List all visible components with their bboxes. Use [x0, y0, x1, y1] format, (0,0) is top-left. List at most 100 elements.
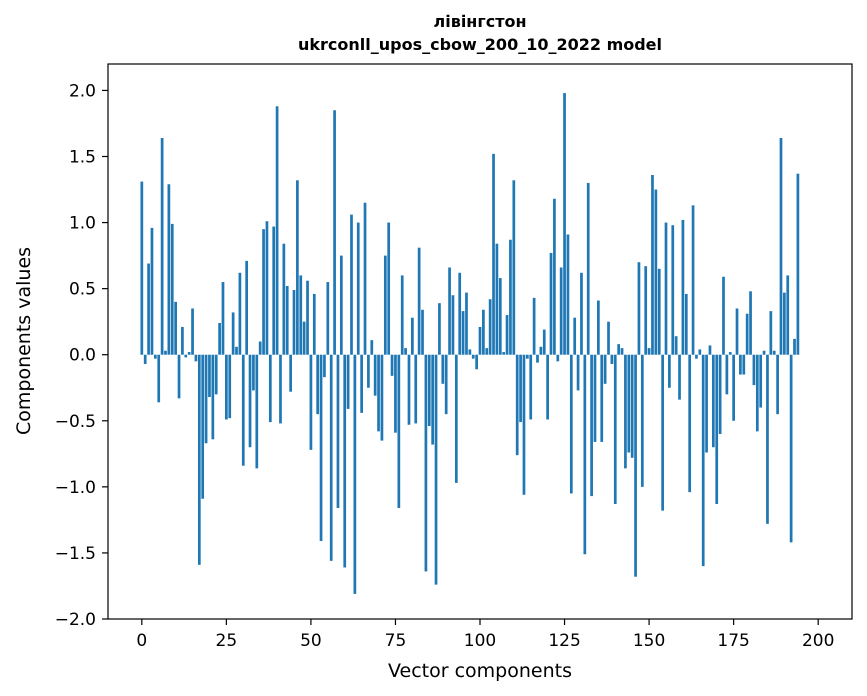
y-tick-label: 1.5: [69, 148, 96, 168]
bar: [630, 354, 634, 458]
bar: [299, 275, 303, 355]
x-axis-ticks: 0 25 50 75 100 125 150 175 200: [136, 619, 834, 651]
bar: [593, 354, 597, 442]
bar: [515, 354, 519, 456]
bar: [404, 348, 407, 355]
bar: [742, 354, 746, 375]
x-tick-label: 175: [717, 631, 749, 651]
y-tick-label: 2.0: [69, 81, 96, 101]
bar: [745, 313, 749, 355]
bar: [289, 354, 292, 392]
bar: [583, 354, 587, 555]
bar: [553, 198, 556, 355]
bar: [519, 354, 522, 423]
bar: [282, 243, 286, 355]
bar: [204, 354, 208, 444]
bar: [397, 354, 401, 508]
bar: [644, 266, 648, 355]
bar: [390, 354, 394, 376]
bar: [640, 354, 644, 487]
y-tick-label: −2.0: [55, 610, 96, 630]
bar: [674, 336, 678, 355]
bar: [600, 354, 604, 442]
bar: [214, 354, 218, 395]
bar: [549, 252, 553, 355]
bar: [708, 345, 712, 355]
bars-group: [140, 93, 800, 594]
bar: [279, 354, 282, 424]
bar: [451, 295, 455, 355]
bar: [735, 308, 739, 355]
bar: [749, 291, 752, 355]
bar: [569, 354, 573, 494]
y-tick-label: −1.5: [55, 544, 96, 564]
bar: [346, 354, 350, 409]
bar: [688, 354, 692, 493]
bar: [752, 354, 756, 386]
bar: [454, 354, 458, 483]
bar: [197, 354, 201, 565]
bar: [285, 286, 289, 355]
bar: [339, 255, 343, 355]
bar: [654, 189, 658, 355]
y-axis-label: Components values: [13, 247, 35, 435]
bar: [505, 315, 509, 355]
bar: [208, 354, 211, 397]
bar: [370, 340, 374, 355]
bar: [566, 234, 570, 355]
bar: [262, 229, 265, 355]
bar: [542, 329, 546, 355]
bar: [573, 317, 577, 355]
bar: [478, 326, 482, 355]
bar: [306, 280, 309, 355]
x-tick-label: 50: [300, 631, 322, 651]
bar: [211, 354, 215, 440]
bar: [532, 297, 536, 355]
bar: [191, 308, 194, 355]
bar: [755, 354, 759, 432]
bar: [329, 354, 333, 561]
bar: [647, 348, 651, 355]
bar: [448, 267, 451, 355]
x-tick-label: 125: [548, 631, 580, 651]
x-tick-label: 100: [464, 631, 496, 651]
bar: [292, 289, 296, 355]
bar: [705, 354, 708, 453]
bar: [509, 239, 512, 355]
bar: [637, 262, 641, 355]
bar: [576, 354, 580, 391]
bar: [373, 354, 377, 396]
bar: [722, 276, 725, 355]
bar: [691, 205, 695, 355]
bar: [427, 354, 431, 427]
bar: [201, 354, 205, 499]
bar: [485, 348, 489, 355]
bar: [789, 354, 793, 543]
bar: [296, 180, 299, 355]
bar: [458, 272, 462, 355]
bar: [559, 267, 563, 355]
bar: [762, 350, 766, 355]
bar: [536, 354, 539, 363]
bar: [309, 354, 313, 450]
bar: [681, 219, 685, 355]
bar: [475, 354, 478, 370]
bar: [181, 326, 184, 355]
bar: [187, 352, 191, 355]
bar: [739, 354, 742, 375]
bar: [414, 354, 418, 424]
bar: [664, 222, 668, 355]
bar: [556, 354, 560, 362]
bar: [275, 106, 279, 355]
bar: [488, 299, 492, 355]
bar: [525, 354, 529, 359]
bar: [400, 275, 404, 355]
bar: [678, 354, 681, 400]
bar: [377, 354, 380, 432]
bar: [170, 223, 174, 355]
bar: [417, 247, 421, 355]
bar: [221, 282, 225, 355]
bar: [546, 354, 549, 420]
bar: [661, 354, 664, 511]
